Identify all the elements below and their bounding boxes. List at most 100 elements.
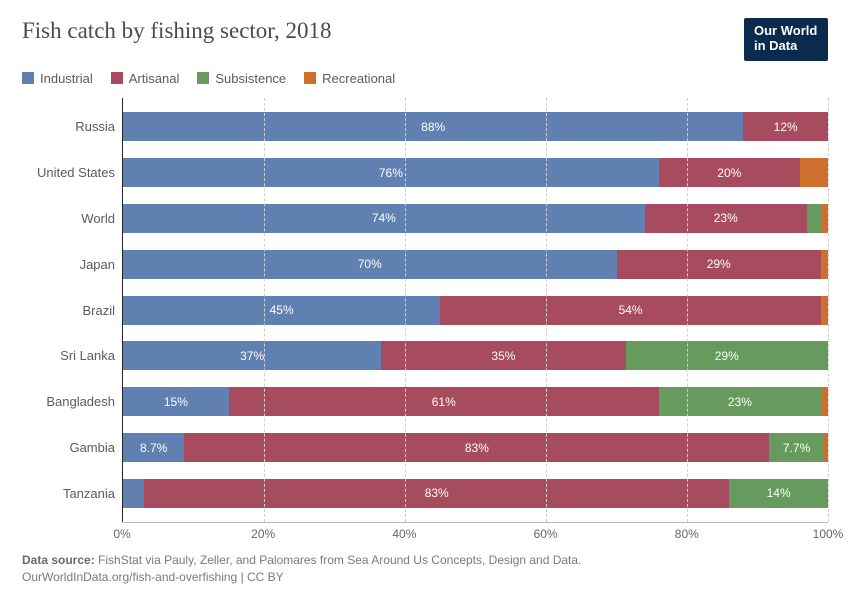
- bar-value-label: 29%: [715, 349, 739, 363]
- stacked-bar: 83% 14%: [123, 479, 828, 508]
- legend-item-industrial: Industrial: [22, 71, 93, 86]
- bar-segment-subsistence: 7.7%: [769, 433, 823, 462]
- source-text: FishStat via Pauly, Zeller, and Palomare…: [98, 553, 581, 567]
- logo-line1: Our World: [754, 24, 818, 39]
- source-label: Data source:: [22, 553, 95, 567]
- bar-segment-artisanal: 83%: [184, 433, 769, 462]
- legend: Industrial Artisanal Subsistence Recreation…: [22, 71, 828, 86]
- bar-segment-artisanal: 35%: [381, 341, 625, 370]
- footer: Data source: FishStat via Pauly, Zeller,…: [22, 552, 828, 586]
- legend-label: Recreational: [322, 71, 395, 86]
- stacked-bar: 37% 35% 29%: [123, 341, 828, 370]
- bar-segment-recreational: [800, 158, 828, 187]
- bar-segment-artisanal: 83%: [144, 479, 729, 508]
- bar-row: World74%23%: [123, 198, 828, 238]
- bar-segment-recreational: [821, 387, 828, 416]
- bar-segment-subsistence: 23%: [659, 387, 821, 416]
- bar-value-label: 45%: [270, 303, 294, 317]
- legend-item-recreational: Recreational: [304, 71, 395, 86]
- plot-area: Russia88%12%United States76%20%World74%2…: [22, 98, 828, 545]
- bar-value-label: 70%: [358, 257, 382, 271]
- bar-value-label: 23%: [714, 211, 738, 225]
- bar-value-label: 29%: [707, 257, 731, 271]
- gridline: [546, 98, 547, 523]
- bar-segment-artisanal: 12%: [743, 112, 828, 141]
- row-label: United States: [23, 165, 115, 180]
- chart-container: Fish catch by fishing sector, 2018 Our W…: [0, 0, 850, 600]
- bar-segment-industrial: 37%: [123, 341, 381, 370]
- bar-row: Brazil45%54%: [123, 290, 828, 330]
- footer-link: OurWorldInData.org/fish-and-overfishing: [22, 570, 237, 584]
- stacked-bar: 76%20%: [123, 158, 828, 187]
- bar-segment-industrial: [123, 479, 144, 508]
- bar-segment-artisanal: 29%: [617, 250, 821, 279]
- bar-rows: Russia88%12%United States76%20%World74%2…: [123, 98, 828, 523]
- row-label: Bangladesh: [23, 394, 115, 409]
- stacked-bar: 74% 23%: [123, 204, 828, 233]
- footer-license: CC BY: [247, 570, 284, 584]
- legend-item-subsistence: Subsistence: [197, 71, 286, 86]
- legend-label: Artisanal: [129, 71, 180, 86]
- stacked-bar: 15% 61% 23%: [123, 387, 828, 416]
- bar-segment-subsistence: 14%: [729, 479, 828, 508]
- x-tick: 80%: [675, 527, 699, 541]
- bar-value-label: 12%: [774, 120, 798, 134]
- bar-value-label: 61%: [432, 395, 456, 409]
- x-tick: 20%: [251, 527, 275, 541]
- x-tick: 60%: [534, 527, 558, 541]
- legend-item-artisanal: Artisanal: [111, 71, 180, 86]
- gridline: [405, 98, 406, 523]
- row-label: Tanzania: [23, 486, 115, 501]
- bar-row: Gambia8.7%83%7.7%: [123, 428, 828, 468]
- legend-label: Industrial: [40, 71, 93, 86]
- bar-segment-recreational: [821, 204, 828, 233]
- stacked-bar: 70% 29%: [123, 250, 828, 279]
- row-label: World: [23, 211, 115, 226]
- bar-value-label: 14%: [767, 486, 791, 500]
- bar-segment-industrial: 76%: [123, 158, 659, 187]
- chart-title: Fish catch by fishing sector, 2018: [22, 18, 332, 44]
- bar-value-label: 35%: [491, 349, 515, 363]
- row-label: Japan: [23, 257, 115, 272]
- bar-value-label: 54%: [619, 303, 643, 317]
- legend-label: Subsistence: [215, 71, 286, 86]
- x-tick: 0%: [113, 527, 130, 541]
- bar-segment-industrial: 8.7%: [123, 433, 184, 462]
- logo-line2: in Data: [754, 39, 818, 54]
- x-tick: 100%: [813, 527, 844, 541]
- header: Fish catch by fishing sector, 2018 Our W…: [22, 18, 828, 61]
- bar-row: Tanzania83%14%: [123, 473, 828, 513]
- x-axis: 0%20%40%60%80%100%: [122, 522, 828, 544]
- owid-logo: Our World in Data: [744, 18, 828, 61]
- bar-row: Sri Lanka37%35%29%: [123, 336, 828, 376]
- bar-segment-industrial: 45%: [123, 296, 440, 325]
- plot-grid: Russia88%12%United States76%20%World74%2…: [122, 98, 828, 523]
- bar-value-label: 88%: [421, 120, 445, 134]
- bar-segment-industrial: 15%: [123, 387, 229, 416]
- legend-swatch: [22, 72, 34, 84]
- legend-swatch: [197, 72, 209, 84]
- bar-segment-subsistence: 29%: [626, 341, 828, 370]
- bar-segment-recreational: [821, 296, 828, 325]
- bar-row: Bangladesh15%61%23%: [123, 382, 828, 422]
- bar-row: United States76%20%: [123, 153, 828, 193]
- bar-value-label: 8.7%: [140, 441, 167, 455]
- gridline: [264, 98, 265, 523]
- stacked-bar: 45% 54%: [123, 296, 828, 325]
- bar-segment-industrial: 70%: [123, 250, 617, 279]
- bar-segment-recreational: [821, 250, 828, 279]
- bar-value-label: 83%: [465, 441, 489, 455]
- bar-segment-artisanal: 23%: [645, 204, 807, 233]
- bar-segment-industrial: 74%: [123, 204, 645, 233]
- x-tick: 40%: [392, 527, 416, 541]
- bar-value-label: 7.7%: [783, 441, 810, 455]
- bar-segment-artisanal: 61%: [229, 387, 659, 416]
- bar-value-label: 23%: [728, 395, 752, 409]
- row-label: Sri Lanka: [23, 348, 115, 363]
- bar-value-label: 76%: [379, 166, 403, 180]
- bar-segment-industrial: 88%: [123, 112, 743, 141]
- stacked-bar: 88% 12%: [123, 112, 828, 141]
- legend-swatch: [111, 72, 123, 84]
- bar-value-label: 74%: [372, 211, 396, 225]
- bar-value-label: 83%: [425, 486, 449, 500]
